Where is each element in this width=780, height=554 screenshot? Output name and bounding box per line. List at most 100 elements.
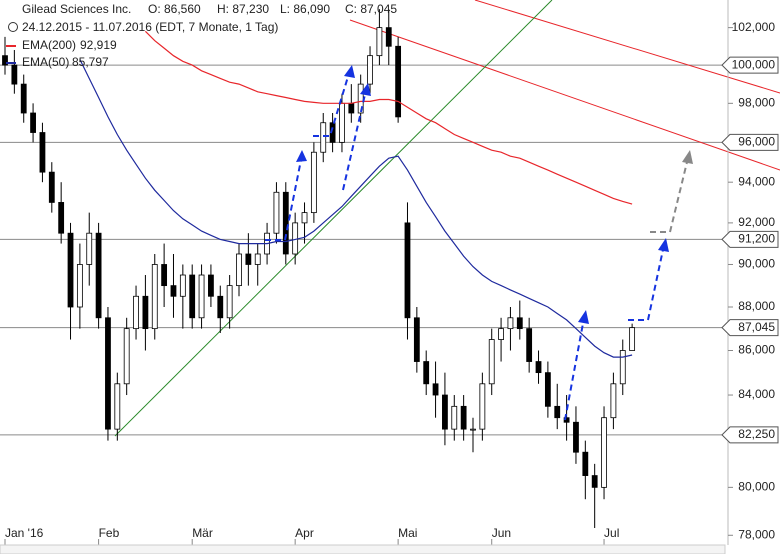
candle-body xyxy=(554,405,561,419)
y-tick-label: 78,000 xyxy=(738,527,775,541)
trend-line xyxy=(349,19,780,171)
candle-body xyxy=(573,421,579,453)
candle-body xyxy=(395,45,402,118)
x-tick-label: Feb xyxy=(99,526,120,540)
level-label: 96,000 xyxy=(738,135,775,149)
candle-body xyxy=(161,264,168,287)
y-tick-label: 80,000 xyxy=(738,480,775,494)
trend-line xyxy=(114,0,553,437)
candle-body xyxy=(488,339,495,385)
candle-body xyxy=(535,361,542,374)
y-tick-label: 102,000 xyxy=(732,20,776,34)
arrow-head xyxy=(344,65,355,78)
candle-body xyxy=(189,274,196,319)
level-box xyxy=(721,133,779,151)
candle-body xyxy=(610,383,617,419)
candle-body xyxy=(432,383,439,396)
candle-body xyxy=(20,83,27,114)
candle-body xyxy=(226,285,233,319)
ohlc-close: C: 87,045 xyxy=(345,2,397,16)
candle-body xyxy=(2,55,8,66)
x-tick-label: Jun xyxy=(492,526,511,540)
y-tick-label: 90,000 xyxy=(738,257,775,271)
candle-body xyxy=(310,151,317,214)
ema-line xyxy=(79,59,633,358)
candle-body xyxy=(254,253,261,265)
y-tick-label: 92,000 xyxy=(738,215,775,229)
y-tick-label: 84,000 xyxy=(738,387,775,401)
level-box xyxy=(721,56,779,74)
arrow-head xyxy=(682,150,693,164)
level-label: 100,000 xyxy=(732,57,776,71)
candle-body xyxy=(179,274,186,297)
legend-value: 92,919 xyxy=(80,38,117,52)
candle-body xyxy=(236,253,242,287)
candle-body xyxy=(591,475,598,488)
candle-body xyxy=(123,328,130,385)
legend-label: EMA(50) xyxy=(22,55,69,69)
arrow-head xyxy=(658,238,669,252)
candle-body xyxy=(544,372,551,407)
forecast-arrow xyxy=(628,244,665,321)
forecast-arrow xyxy=(265,154,303,241)
candle-body xyxy=(404,222,411,319)
candle-body xyxy=(273,191,280,234)
candle-body xyxy=(563,417,570,423)
candle-body xyxy=(619,350,626,385)
trend-line xyxy=(474,0,780,94)
title: Gilead Sciences Inc. xyxy=(22,2,131,16)
period: 24.12.2015 - 11.07.2016 (EDT, 7 Monate, … xyxy=(22,20,278,34)
candle-body xyxy=(339,102,345,143)
candle-body xyxy=(58,202,65,234)
ohlc-low: L: 86,090 xyxy=(280,2,330,16)
level-label: 87,045 xyxy=(738,320,775,334)
arrows xyxy=(265,65,693,421)
y-tick-label: 94,000 xyxy=(738,174,775,188)
annotations xyxy=(114,0,780,437)
ema-line xyxy=(144,30,633,205)
grid-layer xyxy=(0,64,722,436)
clock-icon xyxy=(8,22,18,32)
axes-layer: 102,000 98,000 94,000 92,000 90,000 88,000 86,… xyxy=(4,0,779,545)
candle-body xyxy=(11,64,18,85)
candle-body xyxy=(86,232,93,265)
candle-body xyxy=(30,112,36,133)
x-tick-label: Mär xyxy=(192,526,213,540)
y-tick-label: 88,000 xyxy=(738,299,775,313)
x-tick-label: Mai xyxy=(398,526,417,540)
candle-body xyxy=(170,285,177,297)
candle-body xyxy=(39,132,46,173)
candle-body xyxy=(245,253,252,265)
ohlc-high: H: 87,230 xyxy=(217,2,269,16)
candle-body xyxy=(516,317,523,330)
level-label: 82,250 xyxy=(738,427,775,441)
level-box xyxy=(721,230,779,248)
candle-body xyxy=(376,27,383,57)
y-tick-label: 86,000 xyxy=(738,343,775,357)
level-box xyxy=(721,319,779,337)
candle-body xyxy=(208,274,214,297)
candle-body xyxy=(95,232,102,319)
legend-label: EMA(200) xyxy=(22,38,76,52)
level-label: 91,200 xyxy=(738,232,775,246)
candle-body xyxy=(142,295,149,330)
candle-body xyxy=(151,264,158,330)
candle-body xyxy=(423,361,430,385)
header: Gilead Sciences Inc. O: 86,560 H: 87,230… xyxy=(6,2,397,69)
candle-body xyxy=(348,102,355,114)
plot-layer xyxy=(2,9,636,529)
candle-body xyxy=(507,317,514,330)
candle-body xyxy=(76,264,83,308)
arrow-head xyxy=(296,150,307,162)
candle-body xyxy=(460,405,467,430)
candle-body xyxy=(582,451,589,476)
candle-body xyxy=(301,212,308,224)
candle-body xyxy=(105,317,111,430)
candle-body xyxy=(629,327,636,351)
candle-body xyxy=(133,295,139,330)
candle-body xyxy=(526,328,533,362)
arrow-head xyxy=(360,83,371,96)
candle-body xyxy=(67,232,74,308)
candle-body xyxy=(451,405,458,430)
